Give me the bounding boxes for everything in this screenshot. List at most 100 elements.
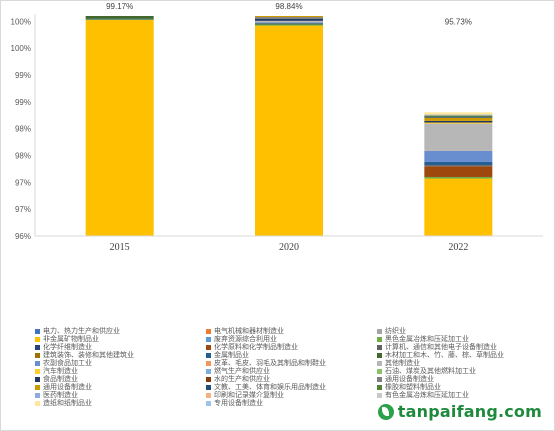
legend-swatch [377,368,382,374]
legend-swatch [35,400,40,406]
legend-entry: 橡胶和塑料制品业 [377,383,535,391]
bar-segment [424,176,493,179]
legend-label: 食品制造业 [43,375,78,384]
legend-label: 其他制造业 [385,359,420,368]
legend-label: 燃气生产和供应业 [214,367,270,376]
legend-swatch [35,368,40,374]
bar-segment [424,115,493,117]
legend-entry: 皮革、毛皮、羽毛及其制品和制鞋业 [206,359,377,367]
data-label: 99.17% [106,2,133,11]
legend-swatch [377,360,382,366]
y-tick-label: 100% [11,44,31,53]
legend-swatch [35,360,40,366]
legend-entry: 废弃资源综合利用业 [206,335,377,343]
legend-swatch [35,344,40,350]
legend-swatch [35,384,40,390]
legend-swatch [35,328,40,334]
bar-segment [424,116,493,118]
y-tick-label: 97% [15,178,31,187]
bars [85,16,493,237]
legend-label: 印刷和记录媒介复制业 [214,391,284,400]
bar-segment [255,25,323,236]
bar-segment [424,150,493,162]
legend-swatch [377,336,382,342]
bar-segment [85,16,154,19]
legend-swatch [377,376,382,382]
legend-swatch [35,376,40,382]
legend-entry: 文教、工美、体育和娱乐用品制造业 [206,383,377,391]
bar-segment [424,114,493,116]
legend-label: 皮革、毛皮、羽毛及其制品和制鞋业 [214,359,326,368]
legend-entry: 非金属矿物制品业 [35,335,206,343]
legend-label: 计算机、通信和其他电子设备制造业 [385,343,497,352]
legend-label: 通用设备制造业 [43,383,92,392]
y-tick-label: 96% [15,232,31,241]
legend-label: 黑色金属冶炼和压延加工业 [385,335,469,344]
bar-segment [424,161,493,166]
y-tick-label: 99% [15,98,31,107]
legend-entry: 化学原料和化学制品制造业 [206,343,377,351]
legend-entry: 燃气生产和供应业 [206,367,377,375]
bar-segment [255,17,323,19]
legend-swatch [377,384,382,390]
legend-label: 非金属矿物制品业 [43,335,99,344]
legend-entry: 有色金属冶炼和压延加工业 [377,391,535,399]
bar-segment [255,16,323,18]
bar-segment [255,20,323,23]
legend-label: 金属制品业 [214,351,249,360]
y-tick-label: 98% [15,125,31,134]
watermark-logo: tanpaifang.com [373,401,546,422]
legend-label: 电气机械和器材制造业 [214,327,284,336]
x-axis: 2015 2020 2022 [35,235,543,253]
watermark-text: tanpaifang.com [397,402,542,421]
data-label: 98.84% [275,2,302,11]
legend-entry: 建筑装饰、装修和其他建筑业 [35,351,206,359]
bar-segment [424,165,493,167]
bar-segment [424,122,493,124]
bar-segment [85,20,154,237]
legend-entry: 金属制品业 [206,351,377,359]
data-label: 95.73% [445,18,472,27]
x-tick-label: 2015 [110,242,130,253]
legend-entry: 石油、煤炭及其他燃料加工业 [377,367,535,375]
legend-swatch [377,328,382,334]
legend-swatch [206,336,211,342]
bar-segment [85,19,154,21]
bar-segment [255,24,323,26]
y-axis: 96% 97% 97% 98% 98% 99% 99% 100% 100% [11,14,36,241]
leaf-icon [377,403,394,420]
legend-entry: 纺织业 [377,327,535,335]
legend-swatch [35,336,40,342]
legend-entry: 通用设备制造业 [35,383,206,391]
legend-entry: 印刷和记录媒介复制业 [206,391,377,399]
legend-swatch [206,344,211,350]
legend: 电力、热力生产和供应业 电气机械和器材制造业 纺织业 非金属矿物制品业 废弃资源综合利用… [35,327,535,407]
legend-entry: 通用设备制造业 [377,375,535,383]
bar-segment [255,18,323,21]
legend-entry: 食品制造业 [35,375,206,383]
legend-label: 医药制造业 [43,391,78,400]
legend-swatch [206,368,211,374]
legend-label: 通用设备制造业 [385,375,434,384]
y-tick-label: 100% [11,17,31,26]
legend-label: 石油、煤炭及其他燃料加工业 [385,367,476,376]
legend-entry: 电气机械和器材制造业 [206,327,377,335]
y-tick-label: 99% [15,71,31,80]
legend-entry: 其他制造业 [377,359,535,367]
y-tick-label: 98% [15,152,31,161]
legend-entry: 计算机、通信和其他电子设备制造业 [377,343,535,351]
legend-label: 水的生产和供应业 [214,375,270,384]
data-labels: 99.17% 98.84% 95.73% [106,2,472,27]
bar-segment [424,178,493,236]
legend-label: 农副食品加工业 [43,359,92,368]
legend-entry: 黑色金属冶炼和压延加工业 [377,335,535,343]
legend-label: 化学纤维制造业 [43,343,92,352]
legend-label: 文教、工美、体育和娱乐用品制造业 [214,383,326,392]
legend-label: 专用设备制造业 [214,399,263,408]
legend-swatch [206,400,211,406]
bar-segment [424,123,493,151]
legend-swatch [206,360,211,366]
bar-segment [255,22,323,24]
